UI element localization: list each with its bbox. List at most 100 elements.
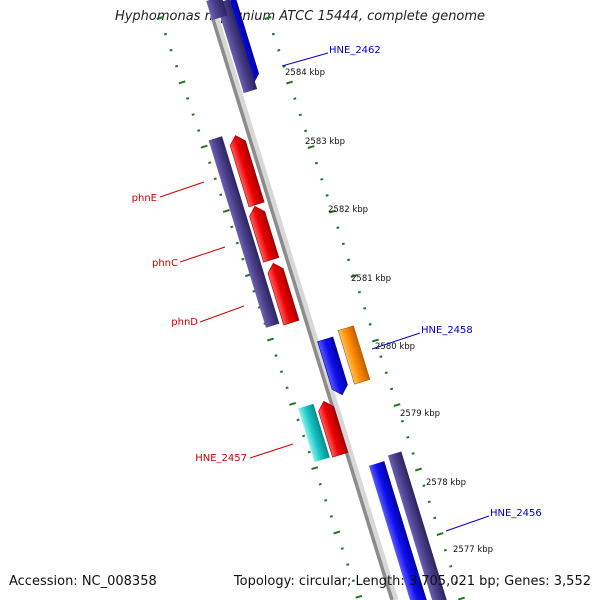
right-tick-minor [427, 500, 431, 504]
left-tick-minor [285, 386, 289, 390]
left-tick-minor [175, 64, 179, 68]
left-tick-major [178, 80, 186, 85]
gene-phnc-arrow[interactable] [247, 204, 280, 263]
right-tick-minor [320, 177, 324, 181]
right-tick-minor [325, 194, 329, 197]
right-tick-major [307, 145, 315, 149]
left-tick-minor [213, 177, 217, 181]
right-tick-major [458, 596, 465, 600]
right-tick-major [350, 274, 358, 278]
left-tick-minor [163, 32, 168, 36]
gene-label-phnd[interactable]: phnD [171, 317, 198, 328]
gene-label-hne-2457[interactable]: HNE_2457 [195, 453, 247, 464]
gene-hne-2457-red-arrow[interactable] [316, 399, 349, 458]
left-tick-minor [351, 579, 355, 583]
right-tick-major [286, 80, 293, 85]
left-tick-minor [197, 129, 201, 132]
right-tick-minor [271, 32, 275, 36]
right-tick-minor [277, 48, 281, 52]
gene-label-phne[interactable]: phnE [132, 193, 157, 204]
genome-backbone [210, 15, 394, 600]
right-tick-minor [384, 371, 388, 375]
right-tick-major [436, 532, 444, 536]
tick-label-2583: 2583 kbp [305, 137, 345, 147]
right-tick-major [329, 209, 336, 214]
accession-text: Accession: NC_008358 [9, 574, 157, 589]
left-tick-major [222, 209, 230, 213]
left-tick-minor [230, 225, 234, 229]
right-tick-minor [357, 290, 361, 294]
left-tick-major [200, 144, 208, 149]
left-tick-minor [191, 113, 195, 116]
tick-label-2581: 2581 kbp [351, 274, 391, 284]
tick-marks-right [264, 16, 465, 600]
tick-label-2584: 2584 kbp [285, 68, 325, 78]
gene-hne-2458-forward-arrow[interactable] [317, 336, 350, 397]
gene-neighbor-forward-bar[interactable] [216, 0, 258, 94]
right-tick-minor [363, 306, 367, 310]
right-tick-minor [422, 484, 426, 488]
tick-label-2580: 2580 kbp [375, 342, 415, 352]
leader-phnd [199, 305, 245, 323]
left-tick-minor [235, 241, 239, 245]
left-tick-minor [279, 370, 284, 374]
gene-label-phnc[interactable]: phnC [152, 258, 178, 269]
left-tick-minor [219, 193, 223, 197]
right-tick-minor [341, 242, 345, 246]
genome-summary-text: Topology: circular; Length: 3,705,021 bp… [233, 574, 591, 589]
left-tick-major [333, 530, 341, 535]
leader-hne-2456 [445, 515, 490, 532]
right-tick-minor [406, 435, 410, 439]
right-tick-minor [433, 516, 437, 520]
left-tick-minor [302, 434, 306, 438]
tick-marks-left [156, 16, 363, 599]
gene-hne-2456-forward-arrow[interactable] [368, 461, 432, 600]
gene-hne-2456-navy[interactable] [387, 451, 449, 600]
left-tick-minor [208, 161, 212, 165]
left-tick-minor [296, 418, 300, 422]
right-tick-minor [314, 161, 318, 165]
right-tick-minor [443, 548, 447, 552]
map-title: Hyphomonas neptunium ATCC 15444, complet… [114, 9, 486, 24]
right-tick-minor [390, 387, 394, 391]
gene-phn-operon-bar[interactable] [208, 136, 280, 328]
left-tick-major [267, 337, 274, 342]
right-tick-minor [379, 355, 383, 359]
leader-hne-2462 [281, 52, 329, 67]
right-tick-major [264, 16, 272, 20]
left-tick-minor [318, 482, 322, 486]
leader-phnc [179, 246, 226, 263]
gene-label-hne-2456[interactable]: HNE_2456 [490, 508, 542, 519]
gene-phnd-arrow[interactable] [266, 261, 300, 326]
left-tick-major [355, 594, 363, 599]
leader-hne-2457 [249, 443, 294, 459]
right-tick-minor [298, 113, 302, 117]
gene-label-hne-2462[interactable]: HNE_2462 [329, 45, 381, 56]
left-tick-minor [307, 450, 311, 454]
gene-top-edge-bar[interactable] [206, 0, 228, 21]
gene-label-hne-2458[interactable]: HNE_2458 [421, 325, 473, 336]
right-tick-minor [449, 564, 453, 568]
right-tick-minor [347, 258, 351, 262]
right-tick-minor [304, 129, 308, 133]
left-tick-minor [186, 97, 190, 100]
right-tick-minor [336, 226, 340, 229]
backbone-shadow [213, 15, 399, 600]
left-tick-minor [169, 48, 173, 52]
left-tick-major [311, 466, 319, 471]
gene-hne-2458-orange[interactable] [337, 325, 371, 385]
leader-phne [159, 181, 205, 198]
left-tick-major [156, 16, 164, 20]
right-tick-minor [454, 581, 458, 584]
gene-hne-2457-cyan[interactable] [298, 403, 330, 463]
tick-label-2582: 2582 kbp [328, 205, 368, 215]
left-tick-minor [329, 515, 333, 518]
leader-hne-2458 [371, 332, 421, 350]
right-tick-minor [400, 419, 404, 423]
left-tick-minor [346, 563, 350, 566]
gene-phne-arrow[interactable] [228, 133, 265, 208]
right-tick-major [393, 403, 401, 407]
left-tick-minor [340, 547, 344, 550]
left-tick-minor [324, 498, 328, 502]
left-tick-major [289, 401, 297, 406]
